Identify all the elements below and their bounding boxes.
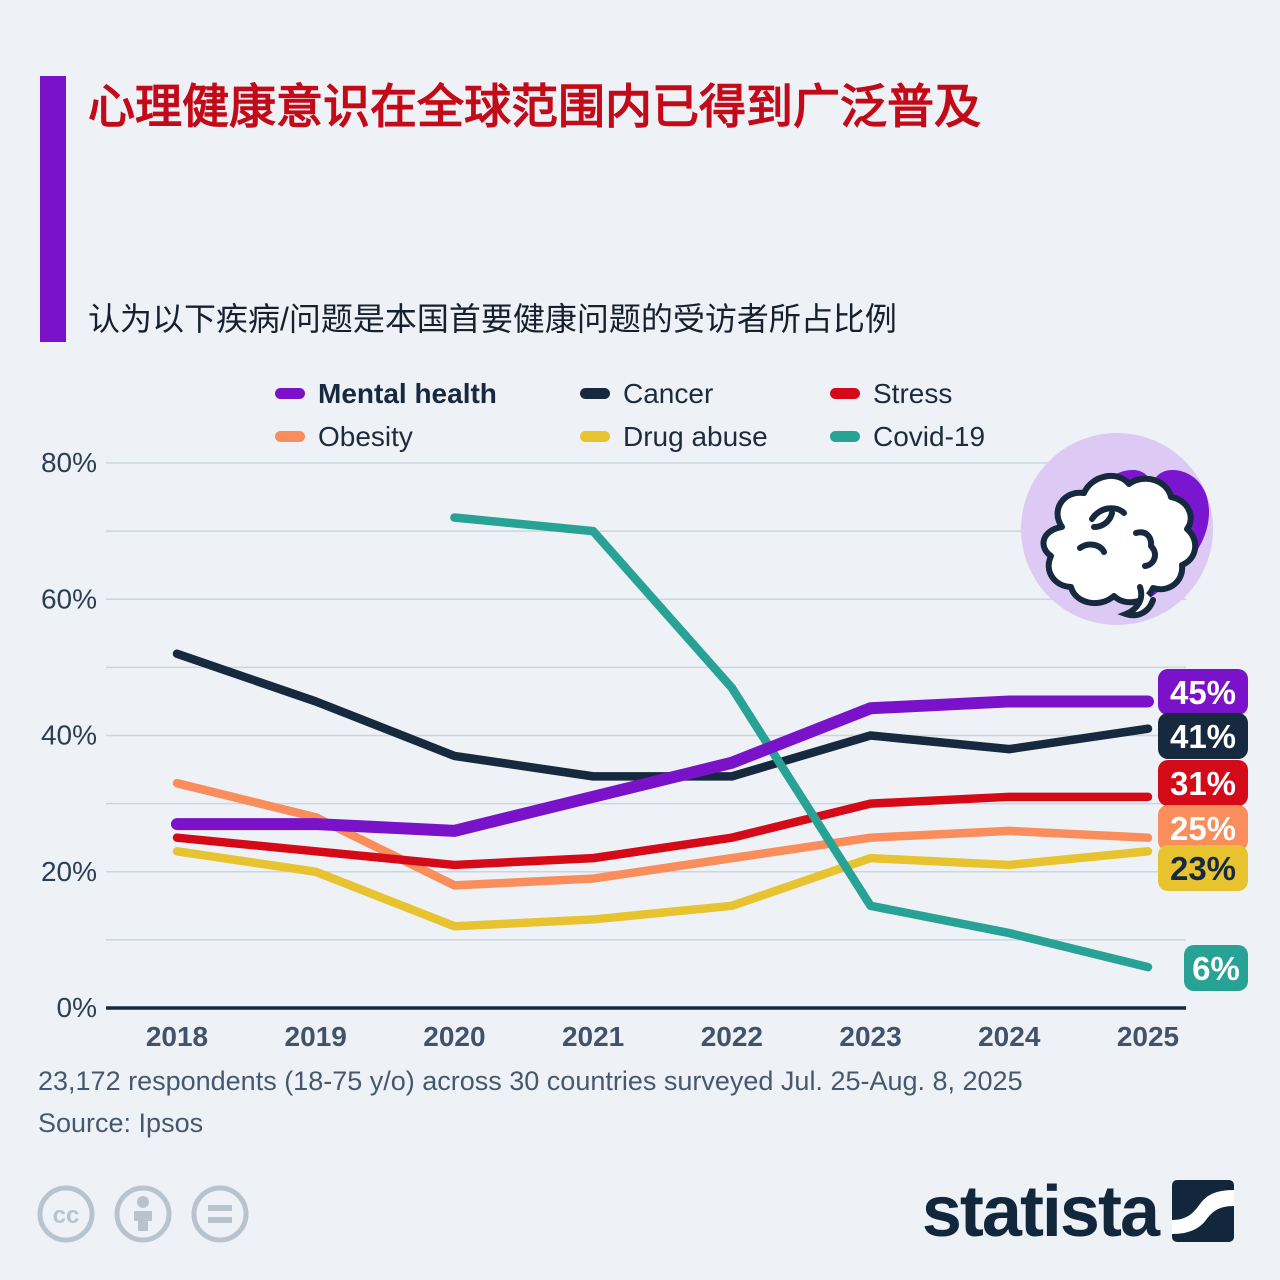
- legend-item-covid-19: Covid-19: [830, 421, 1060, 453]
- x-axis-label-2020: 2020: [423, 1021, 485, 1052]
- no-derivatives-icon: [191, 1185, 249, 1243]
- survey-note: 23,172 respondents (18-75 y/o) across 30…: [38, 1066, 1023, 1096]
- value-pill-label: 41%: [1170, 718, 1236, 755]
- legend-label: Stress: [873, 377, 953, 409]
- y-axis-label-40: 40%: [41, 720, 97, 751]
- value-pill-label: 25%: [1170, 810, 1236, 847]
- cc-icon: cc: [37, 1185, 95, 1243]
- series-line-stress: [172, 792, 1153, 870]
- x-axis-label-2019: 2019: [285, 1021, 347, 1052]
- svg-text:cc: cc: [53, 1202, 80, 1229]
- legend-label: Drug abuse: [623, 420, 768, 452]
- value-pill-label: 45%: [1170, 674, 1236, 711]
- value-pill-covid-19: [1184, 945, 1248, 991]
- value-pill-label: 23%: [1170, 850, 1236, 887]
- brain-folds: [1077, 505, 1158, 569]
- value-pill-drug-abuse: [1158, 845, 1248, 891]
- brain-heart-icon: [1021, 433, 1213, 625]
- value-pill-obesity: [1158, 805, 1248, 851]
- series-line-mental-health: [171, 695, 1154, 837]
- page-subtitle: 认为以下疾病/问题是本国首要健康问题的受访者所占比例: [88, 301, 897, 337]
- title-accent-bar: [40, 76, 66, 342]
- value-pill-label: 6%: [1192, 950, 1240, 987]
- legend-label: Mental health: [318, 377, 497, 409]
- value-pill-label: 31%: [1170, 765, 1236, 802]
- legend-swatch: [830, 431, 860, 442]
- series-line-covid-19: [450, 513, 1153, 972]
- statista-logo: statista: [921, 1172, 1234, 1252]
- legend-swatch: [580, 431, 610, 442]
- statista-logo-mark: [1172, 1180, 1234, 1242]
- legend-item-cancer: Cancer: [580, 378, 830, 410]
- legend-swatch: [275, 431, 305, 442]
- x-axis-label-2024: 2024: [978, 1021, 1041, 1052]
- y-axis-label-80: 80%: [41, 447, 97, 478]
- value-pill-stress: [1158, 760, 1248, 806]
- value-pill-cancer: [1158, 713, 1248, 759]
- page-title: 心理健康意识在全球范围内已得到广泛普及: [88, 80, 981, 133]
- brain-stem: [1117, 584, 1156, 619]
- x-axis-label-2022: 2022: [701, 1021, 763, 1052]
- legend-label: Covid-19: [873, 420, 986, 452]
- brain-outline: [1040, 472, 1199, 607]
- x-axis-label-2023: 2023: [839, 1021, 901, 1052]
- legend-swatch: [580, 388, 610, 399]
- x-axis-label-2018: 2018: [146, 1021, 208, 1052]
- chart-legend: Mental health Cancer Stress Obesity Drug abu…: [275, 372, 1060, 458]
- legend-swatch: [275, 388, 305, 399]
- value-pill-mental-health: [1158, 669, 1248, 715]
- license-icons: cc: [36, 1184, 250, 1244]
- attribution-icon: [114, 1185, 172, 1243]
- legend-label: Cancer: [623, 377, 714, 409]
- legend-item-mental-health: Mental health: [275, 378, 580, 410]
- y-axis-label-20: 20%: [41, 856, 97, 887]
- x-axis-label-2025: 2025: [1117, 1021, 1179, 1052]
- legend-item-obesity: Obesity: [275, 421, 580, 453]
- legend-item-drug-abuse: Drug abuse: [580, 421, 830, 453]
- legend-item-stress: Stress: [830, 378, 1060, 410]
- statista-logo-text: statista: [921, 1172, 1160, 1252]
- y-axis-label-60: 60%: [41, 583, 97, 614]
- legend-label: Obesity: [318, 420, 413, 452]
- legend-swatch: [830, 388, 860, 399]
- x-axis-label-2021: 2021: [562, 1021, 624, 1052]
- series-line-drug-abuse: [172, 847, 1153, 931]
- series-line-cancer: [172, 649, 1153, 781]
- source-note: Source: Ipsos: [38, 1108, 204, 1138]
- y-axis-label-0: 0%: [57, 992, 97, 1023]
